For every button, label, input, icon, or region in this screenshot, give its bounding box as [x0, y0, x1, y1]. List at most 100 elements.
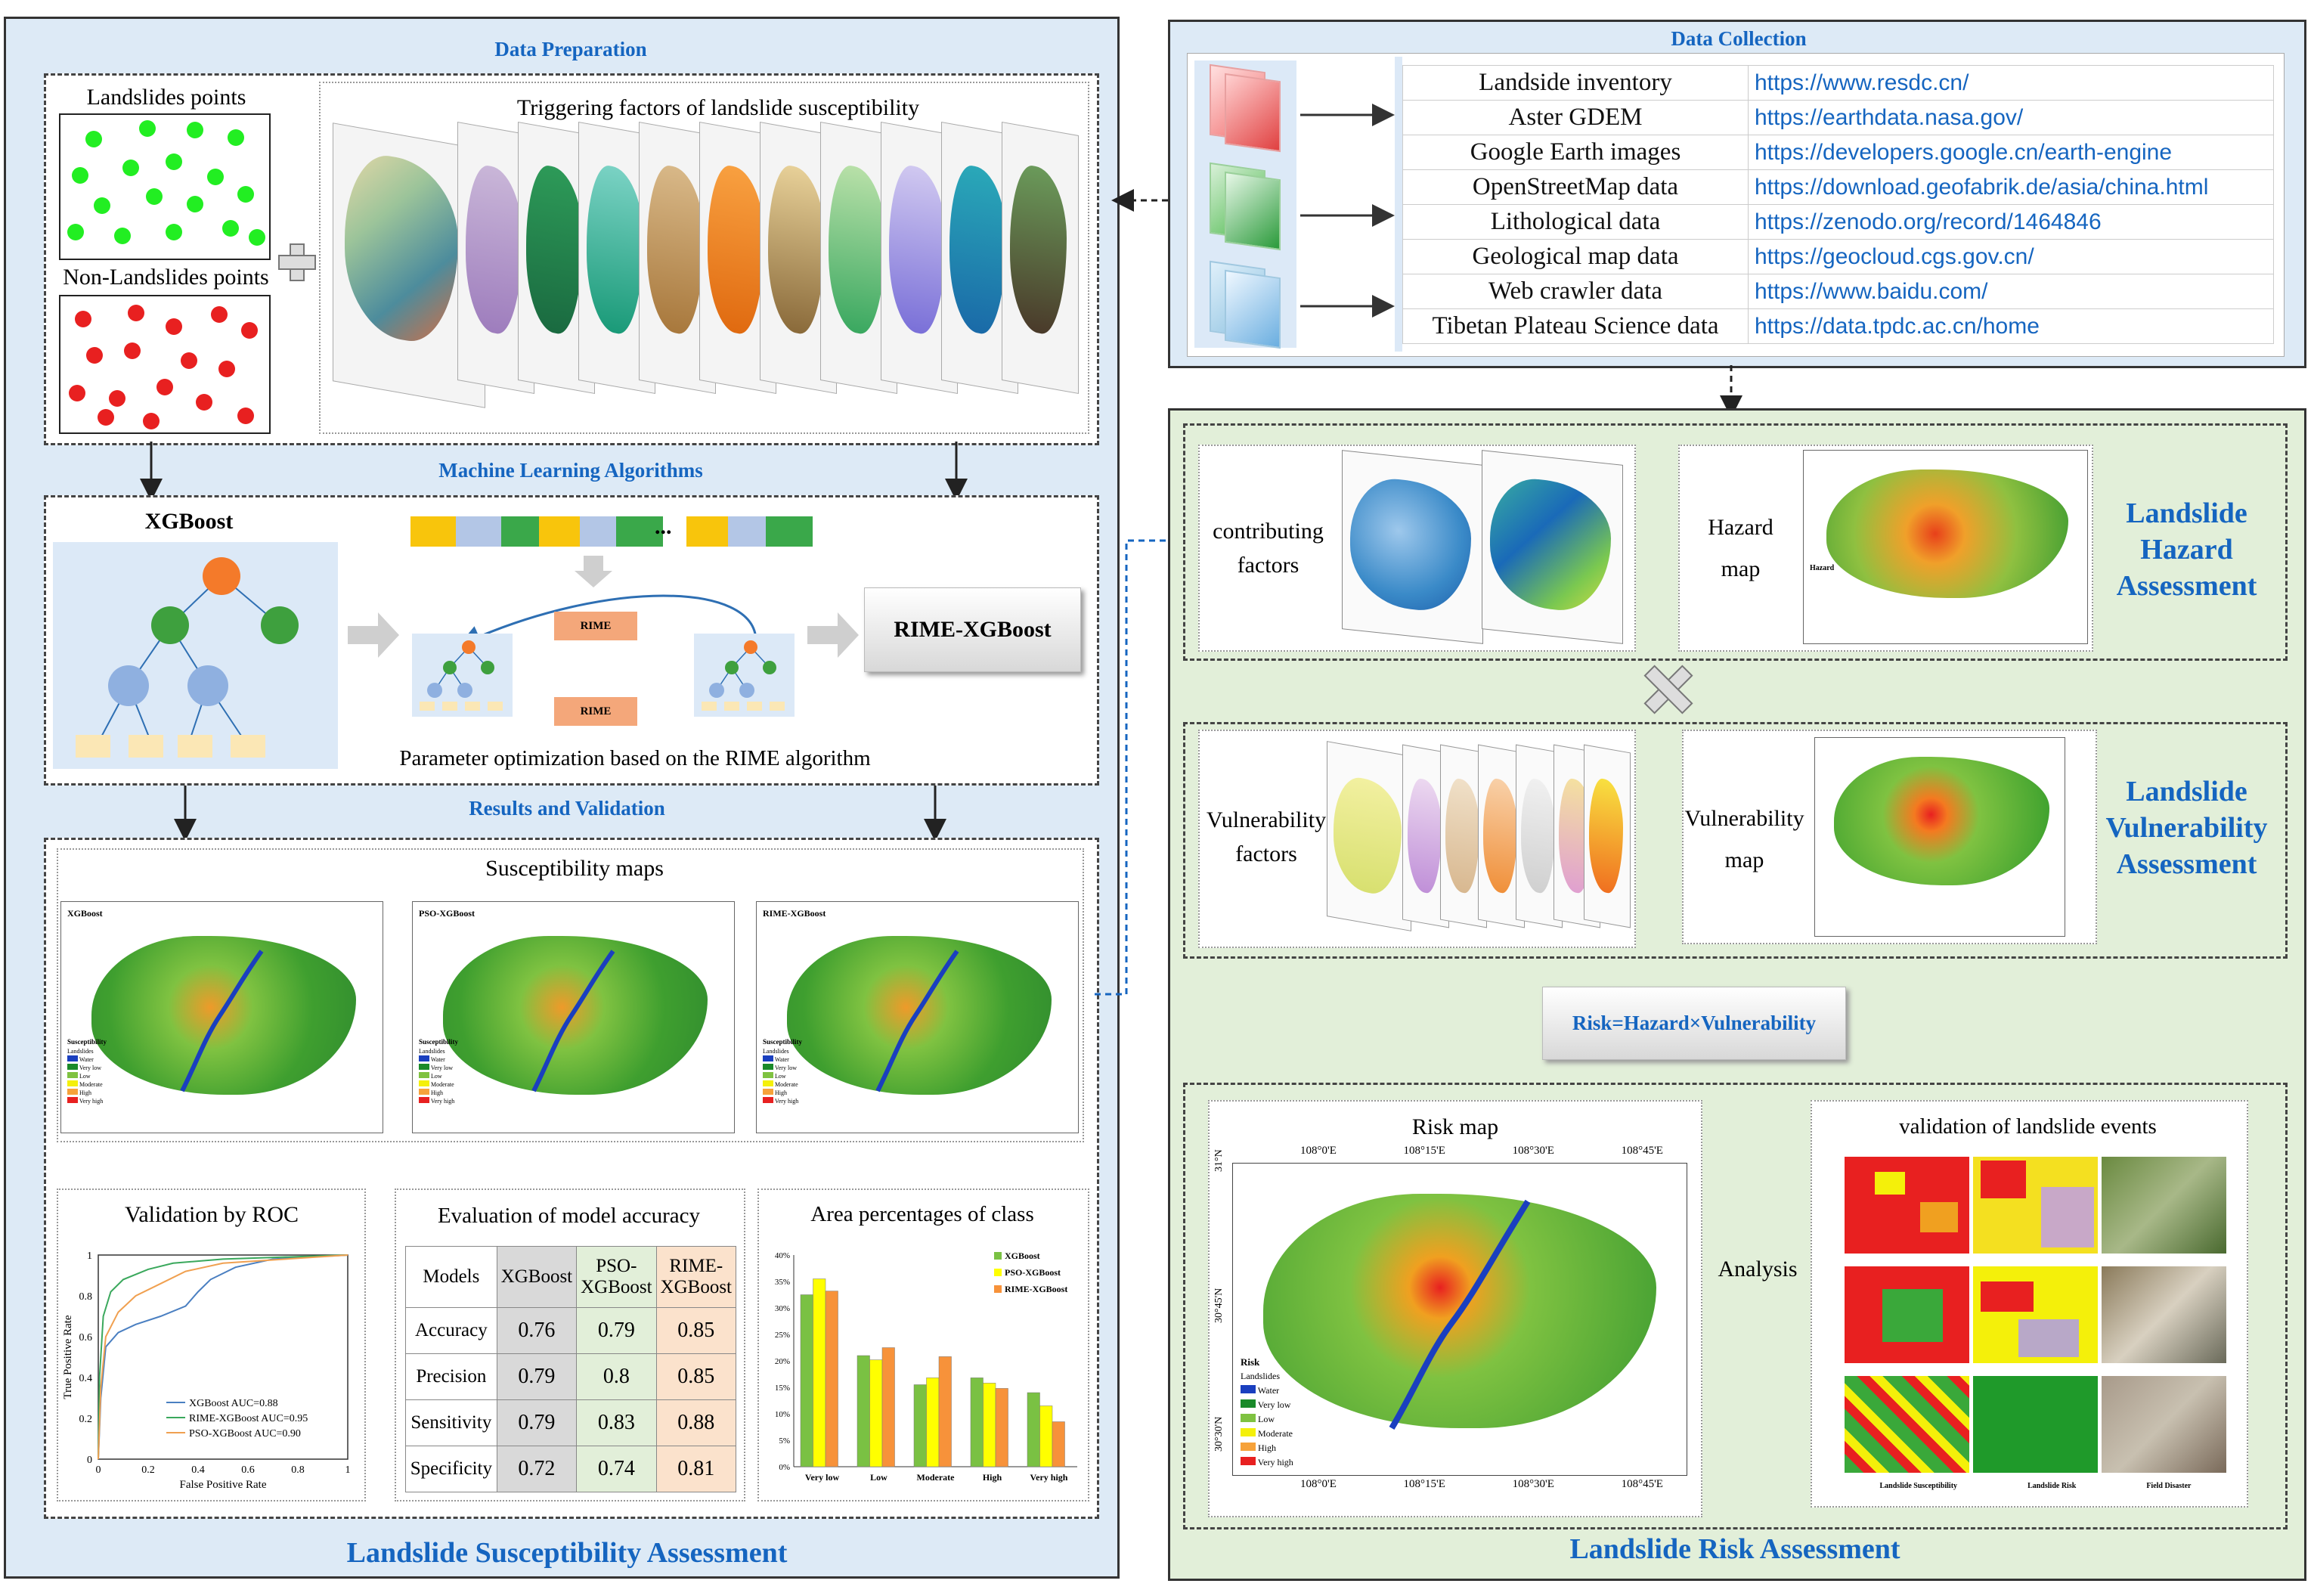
bar-category-label: High — [983, 1472, 1002, 1483]
bar-ytick: 40% — [775, 1251, 790, 1260]
bar — [825, 1291, 838, 1467]
multiply-icon — [1643, 665, 1693, 714]
rime-xgboost-box: RIME-XGBoost — [864, 587, 1081, 672]
susceptibility-maps-title: Susceptibility maps — [485, 856, 664, 881]
roc-ytick: 1 — [87, 1250, 92, 1262]
source-name: Aster GDEM — [1402, 100, 1749, 135]
bar-legend-label: RIME-XGBoost — [1005, 1284, 1067, 1294]
bar-ytick: 35% — [775, 1278, 790, 1287]
bar-ytick: 20% — [775, 1357, 790, 1366]
results-validation-title: Results and Validation — [469, 797, 665, 820]
susceptibility-map-rime-xgboost: RIME-XGBoost Susceptibility Landslides W… — [756, 901, 1079, 1133]
accuracy-header: XGBoost — [496, 1246, 578, 1308]
bar — [995, 1388, 1008, 1467]
validation-title: validation of landslide events — [1899, 1114, 2157, 1139]
susceptibility-map-pso-xgboost: PSO-XGBoost Susceptibility Landslides Wa… — [412, 901, 735, 1133]
roc-chart: 0 0.2 0.4 0.6 0.8 1 0 0.2 0.4 0.6 0.8 1 False Positi… — [62, 1250, 351, 1491]
roc-curve — [98, 1254, 348, 1460]
source-row: Tibetan Plateau Science data https://data… — [1402, 308, 2274, 344]
roc-xtick: 0 — [96, 1464, 101, 1476]
susceptibility-footer: Landslide Susceptibility Assessment — [346, 1537, 788, 1569]
bar-category-label: Very high — [1030, 1472, 1068, 1483]
non-landslide-points-plot — [69, 305, 258, 429]
roc-ytick: 0.2 — [79, 1414, 93, 1425]
vulnerability-box — [1183, 722, 2288, 959]
accuracy-cell: 0.79 — [496, 1399, 578, 1446]
source-name: Tibetan Plateau Science data — [1402, 308, 1749, 344]
source-row: Lithological data https://zenodo.org/reco… — [1402, 204, 2274, 240]
contributing-factors-label: contributing factors — [1213, 519, 1324, 578]
contributing-factor-map-1 — [1342, 450, 1483, 644]
bar-ytick: 10% — [775, 1410, 790, 1419]
landslide-points-plot — [67, 120, 265, 246]
hazard-assessment-label: Landslide Hazard Assessment — [2116, 497, 2257, 602]
risk-left-ticks: 31°N 30°45'N 30°30'N — [1213, 1149, 1225, 1452]
risk-box — [1183, 1083, 2288, 1529]
source-url[interactable]: https://geocloud.cgs.gov.cn/ — [1748, 239, 2274, 274]
small-tree-2 — [694, 634, 795, 717]
map-legend: Landslides Water Very low Low Moderate H… — [763, 1048, 799, 1105]
bar-legend-label: XGBoost — [1005, 1250, 1040, 1261]
vulnerability-assessment-label: Landslide Vulnerability Assessment — [2105, 776, 2268, 880]
roc-ytick: 0.4 — [79, 1373, 93, 1384]
xgboost-label: XGBoost — [144, 509, 234, 534]
grey-arrow-1 — [348, 612, 399, 658]
source-url[interactable]: https://data.tpdc.ac.cn/home — [1748, 308, 2274, 344]
vulnerability-map-label: Vulnerability map — [1684, 806, 1804, 872]
accuracy-cell: 0.85 — [655, 1307, 737, 1354]
source-url[interactable]: https://www.baidu.com/ — [1748, 274, 2274, 309]
landslide-points-box — [59, 113, 271, 260]
hazard-map-label: Hazard map — [1708, 515, 1773, 581]
bar-ytick: 25% — [775, 1331, 790, 1340]
bar-legend-swatch — [994, 1252, 1002, 1260]
vulnerability-factors-label: Vulnerability factors — [1206, 807, 1327, 866]
accuracy-cell: 0.79 — [576, 1307, 657, 1354]
bar-legend-label: PSO-XGBoost — [1005, 1267, 1061, 1278]
source-name: Lithological data — [1402, 204, 1749, 240]
plus-icon — [277, 242, 316, 281]
source-url[interactable]: https://earthdata.nasa.gov/ — [1748, 100, 2274, 135]
source-url[interactable]: https://developers.google.cn/earth-engin… — [1748, 135, 2274, 170]
roc-xtick: 0.8 — [291, 1464, 305, 1476]
param-optimization-label: Parameter optimization based on the RIME… — [399, 746, 871, 770]
roc-xlabel: False Positive Rate — [180, 1479, 267, 1491]
source-url[interactable]: https://download.geofabrik.de/asia/china… — [1748, 169, 2274, 205]
data-collection-title: Data Collection — [1671, 27, 1807, 50]
roc-title: Validation by ROC — [125, 1202, 299, 1227]
source-url[interactable]: https://zenodo.org/record/1464846 — [1748, 204, 2274, 240]
area-bar-chart: 0% 5% 10% 15% 20% 25% 30% 35% 40% Very low Low Mode… — [775, 1250, 1077, 1483]
risk-formula: Risk=Hazard×Vulnerability — [1542, 987, 1846, 1060]
bar-ytick: 0% — [779, 1463, 790, 1472]
accuracy-cell: 0.79 — [496, 1353, 578, 1400]
hazard-map-image: Hazard — [1803, 450, 2088, 644]
bar-category-label: Moderate — [917, 1472, 956, 1483]
roc-curve — [98, 1254, 348, 1460]
accuracy-header: RIME- XGBoost — [655, 1246, 737, 1308]
hazard-legend-title: Hazard — [1810, 564, 1835, 572]
roc-curve — [98, 1254, 348, 1460]
map-title: XGBoost — [67, 908, 103, 919]
roc-ytick: 0.8 — [79, 1291, 93, 1303]
hazard-box — [1183, 423, 2288, 661]
accuracy-cell: Accuracy — [405, 1307, 497, 1354]
bar-legend-swatch — [994, 1269, 1002, 1276]
source-row: Web crawler data https://www.baidu.com/ — [1402, 274, 2274, 309]
bar — [938, 1356, 952, 1467]
ml-algorithms-title: Machine Learning Algorithms — [438, 459, 703, 482]
validation-grid — [1845, 1153, 2226, 1478]
data-preparation-title: Data Preparation — [494, 38, 647, 60]
map-legend: Landslides Water Very low Low Moderate H… — [67, 1048, 104, 1105]
collection-arrows — [1300, 104, 1395, 318]
accuracy-cell: 0.83 — [576, 1399, 657, 1446]
source-name: Google Earth images — [1402, 135, 1749, 170]
vector-row — [410, 516, 813, 550]
roc-ylabel: True Positive Rate — [62, 1315, 74, 1399]
roc-ytick: 0.6 — [79, 1332, 93, 1343]
area-chart-title: Area percentages of class — [810, 1202, 1034, 1226]
risk-bottom-ticks: 108°0'E 108°15'E 108°30'E 108°45'E — [1300, 1478, 1663, 1490]
bar-ytick: 5% — [779, 1436, 790, 1446]
roc-ytick: 0 — [87, 1455, 92, 1466]
risk-map-title: Risk map — [1411, 1114, 1499, 1139]
source-url[interactable]: https://www.resdc.cn/ — [1748, 65, 2274, 101]
risk-legend-title: Risk — [1241, 1356, 1260, 1368]
